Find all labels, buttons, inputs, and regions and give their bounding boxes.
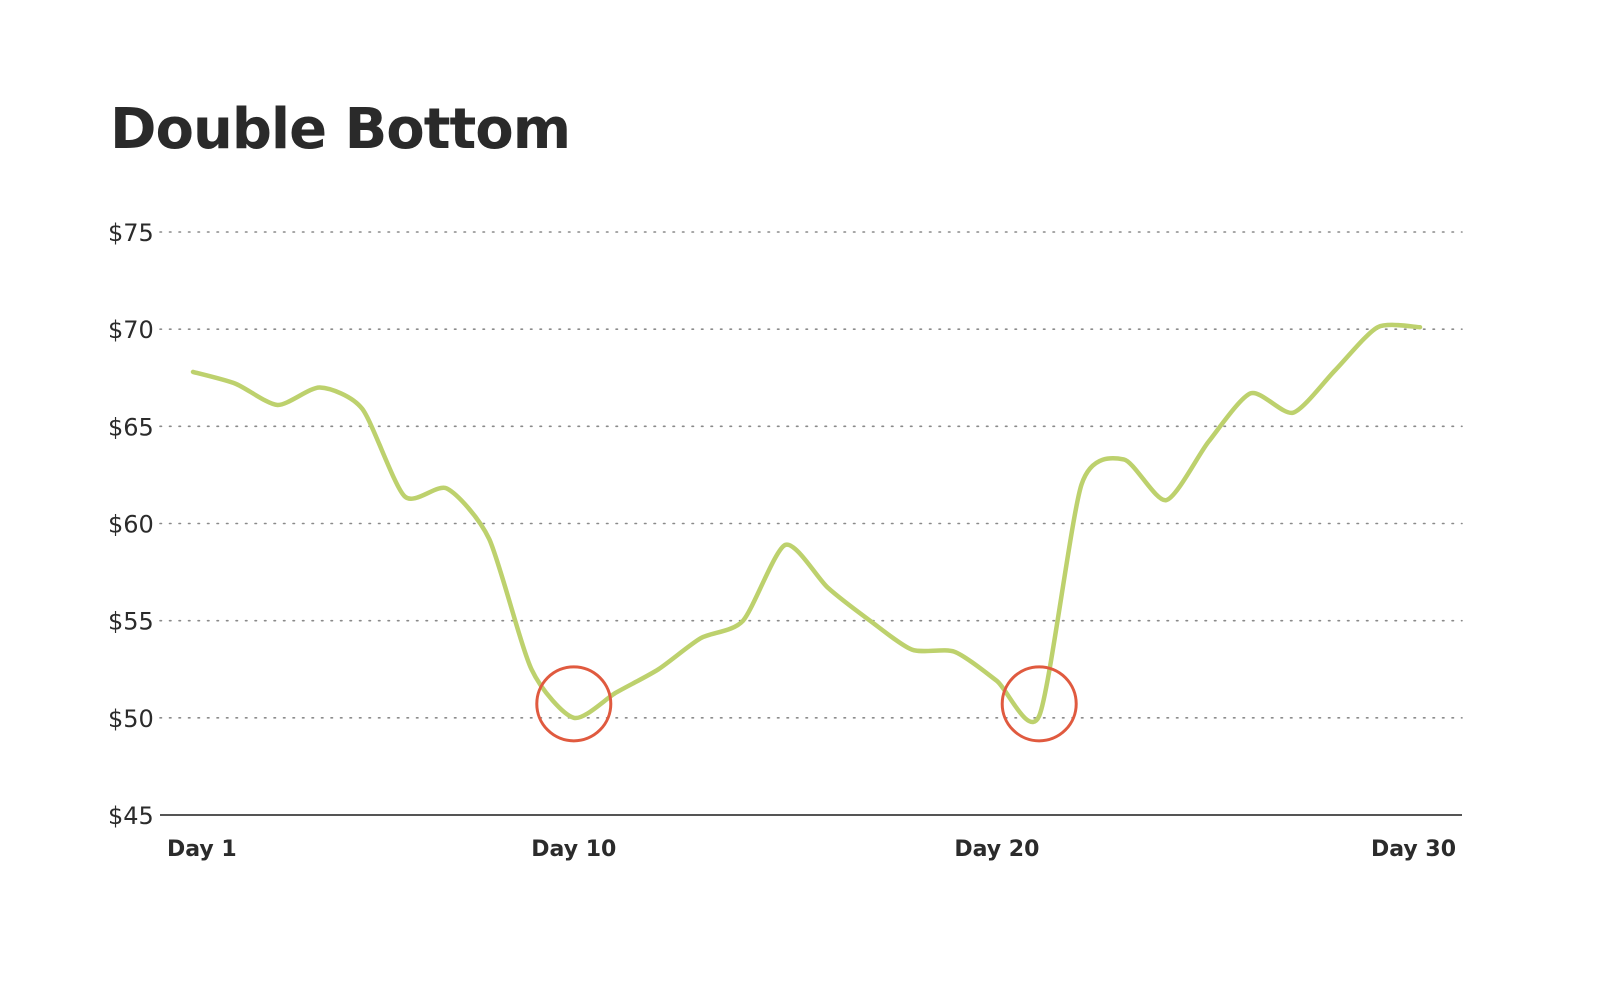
x-tick-label: Day 10 <box>531 837 616 862</box>
bottom-markers <box>535 665 1078 743</box>
x-axis-labels: Day 1 Day 10 Day 20 Day 30 <box>167 837 1456 862</box>
y-tick-label: $50 <box>108 705 154 733</box>
bottom-marker-circle <box>535 665 613 743</box>
bottom-marker-circle <box>1000 665 1078 743</box>
y-tick-label: $45 <box>108 802 154 830</box>
y-tick-label: $55 <box>108 608 154 636</box>
y-tick-label: $65 <box>108 413 154 441</box>
y-tick-label: $60 <box>108 511 154 539</box>
x-tick-label: Day 1 <box>167 837 237 862</box>
y-axis-labels: $45 $50 $55 $60 $65 $70 $75 <box>108 219 154 830</box>
chart-title: Double Bottom <box>110 97 571 162</box>
y-tick-label: $70 <box>108 316 154 344</box>
x-tick-label: Day 20 <box>954 837 1039 862</box>
y-tick-label: $75 <box>108 219 154 247</box>
price-line <box>190 322 1423 725</box>
x-tick-label: Day 30 <box>1371 837 1456 862</box>
gridlines <box>159 231 1463 719</box>
